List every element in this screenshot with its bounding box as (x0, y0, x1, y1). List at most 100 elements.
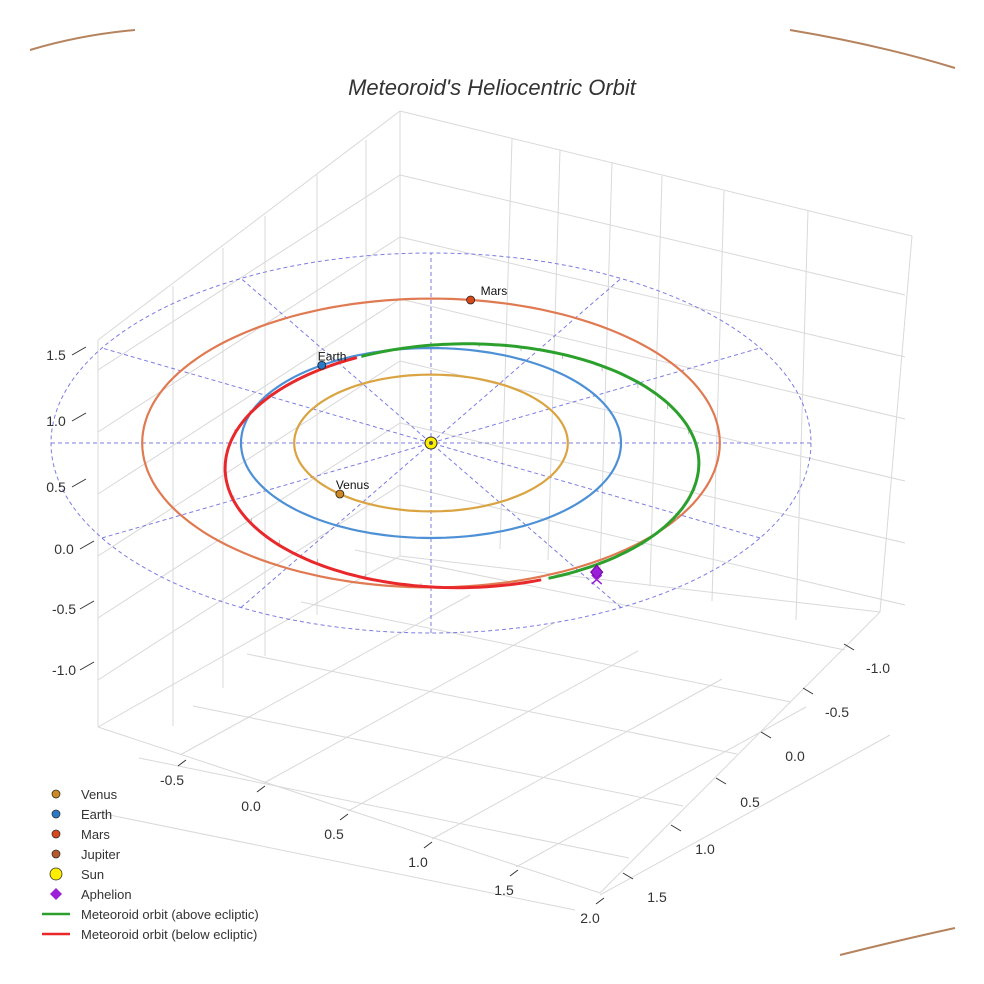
box-edge (879, 235, 913, 613)
x-tick-mark (339, 813, 349, 821)
legend: Venus Earth Mars Jupiter Sun Aphelion Meteoroi… (42, 787, 259, 942)
z-tick-mark (71, 346, 87, 356)
planet-orbits (141, 297, 721, 589)
right-wall-hline (399, 298, 906, 420)
jupiter-orbit-arc (29, 29, 136, 51)
z-tick-mark (71, 412, 87, 422)
left-wall-hline (97, 298, 401, 495)
legend-label: Meteoroid orbit (above ecliptic) (81, 907, 259, 922)
y-tick-label: 0.0 (785, 748, 805, 764)
aphelion-projection-marker (591, 574, 603, 585)
legend-label: Earth (81, 807, 112, 822)
z-tick-label: -0.5 (52, 601, 76, 617)
floor-gridline (300, 601, 792, 703)
left-wall-hline (97, 484, 401, 681)
reference-spoke (101, 347, 761, 539)
floor-gridline (192, 705, 684, 807)
tick-labels: -1.0 -0.5 0.0 0.5 1.0 1.5 -0.5 0.0 0.5 1.0 1.5 2.0 -… (46, 346, 890, 926)
right-wall-hline (399, 236, 906, 358)
chart-title: Meteoroid's Heliocentric Orbit (348, 75, 637, 100)
venus-label: Venus (336, 478, 369, 492)
venus-orbit (293, 373, 569, 513)
z-tick-label: 1.5 (46, 347, 66, 363)
jupiter-orbit-arc (789, 29, 956, 69)
markers: Venus Earth Mars (317, 284, 604, 585)
z-tick-label: 1.0 (46, 413, 66, 429)
z-tick-mark (79, 540, 95, 550)
box-edge (97, 555, 401, 728)
floor-gridline (84, 809, 576, 911)
right-wall-hline (399, 174, 906, 296)
right-wall-gridline (547, 149, 561, 561)
legend-label: Meteoroid orbit (below ecliptic) (81, 927, 257, 942)
floor-gridline (263, 622, 555, 784)
x-tick-mark (509, 869, 519, 877)
reference-spoke (101, 347, 761, 539)
box-edge (599, 611, 881, 894)
jupiter-orbit-arc (839, 927, 956, 956)
legend-label: Sun (81, 867, 104, 882)
y-tick-label: 0.5 (740, 794, 760, 810)
floor-gridline (179, 594, 471, 756)
earth-label: Earth (318, 349, 347, 363)
y-tick-label: 1.0 (695, 841, 715, 857)
z-tick-mark (71, 478, 87, 488)
box-edge (399, 555, 881, 613)
x-tick-label: 1.0 (408, 854, 428, 870)
floor-gridline (431, 678, 723, 840)
y-tick-mark (715, 777, 727, 785)
legend-swatch (51, 809, 61, 819)
right-wall-hline (399, 422, 906, 544)
legend-label: Mars (81, 827, 110, 842)
left-wall-hline (97, 360, 401, 557)
z-tick-mark (79, 600, 95, 610)
left-wall-hline (97, 174, 401, 371)
earth-orbit (239, 346, 623, 540)
meteoroid-orbit (223, 342, 701, 590)
mars-label: Mars (481, 284, 508, 298)
z-tick-label: 0.5 (46, 479, 66, 495)
left-wall-hline (97, 236, 401, 433)
legend-swatch (50, 888, 62, 900)
x-tick-label: 2.0 (580, 910, 600, 926)
mars-orbit (141, 297, 721, 589)
z-tick-label: 0.0 (54, 541, 74, 557)
y-tick-label: -0.5 (825, 704, 849, 720)
legend-label: Venus (81, 787, 118, 802)
mars-marker (466, 295, 476, 305)
x-tick-mark (177, 759, 187, 767)
box-edge (399, 110, 913, 237)
axes-grid (84, 110, 913, 911)
legend-label: Aphelion (81, 887, 132, 902)
x-tick-mark (256, 785, 266, 793)
x-tick-mark (423, 841, 433, 849)
meteoroid-orbit-below (223, 356, 542, 590)
right-wall-gridline (649, 175, 663, 587)
y-tick-mark (760, 731, 772, 739)
x-tick-label: 0.0 (241, 798, 261, 814)
earth-marker (317, 360, 327, 370)
x-tick-label: -0.5 (160, 772, 184, 788)
y-tick-mark (670, 824, 682, 832)
y-tick-mark (843, 643, 855, 651)
y-tick-mark (622, 872, 634, 880)
y-tick-label: 1.5 (647, 889, 667, 905)
floor-gridline (599, 734, 891, 896)
floor-gridline (354, 549, 846, 651)
z-tick-mark (79, 661, 95, 671)
floor-gridline (515, 706, 807, 868)
y-tick-label: -1.0 (866, 660, 890, 676)
jupiter-orbit (29, 29, 956, 956)
x-tick-label: 1.5 (494, 882, 514, 898)
legend-swatch (51, 849, 61, 859)
legend-swatch (51, 789, 61, 799)
meteoroid-orbit-above (360, 342, 701, 580)
sun-center (429, 441, 433, 445)
y-tick-mark (802, 687, 814, 695)
legend-swatch (49, 867, 63, 881)
z-tick-label: -1.0 (52, 662, 76, 678)
floor-gridline (347, 650, 639, 812)
floor-gridline (246, 653, 738, 755)
legend-swatch (51, 829, 61, 839)
